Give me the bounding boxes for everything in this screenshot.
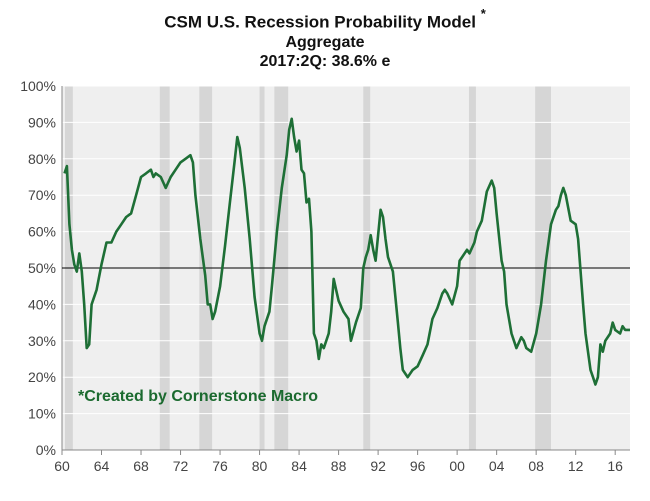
x-tick-label: 68 bbox=[133, 458, 149, 474]
x-tick-label: 96 bbox=[410, 458, 426, 474]
chart-headline: 2017:2Q: 38.6% e bbox=[259, 52, 391, 70]
chart-title: CSM U.S. Recession Probability Model * bbox=[164, 6, 486, 32]
x-tick-label: 92 bbox=[370, 458, 386, 474]
y-tick-label: 30% bbox=[28, 333, 56, 349]
chart-subtitle: Aggregate bbox=[285, 33, 365, 51]
x-tick-label: 60 bbox=[54, 458, 70, 474]
x-tick-label: 72 bbox=[173, 458, 189, 474]
y-tick-label: 50% bbox=[28, 260, 56, 276]
x-tick-label: 16 bbox=[607, 458, 623, 474]
series-line bbox=[63, 117, 630, 386]
y-tick-label: 10% bbox=[28, 406, 56, 422]
title-asterisk: * bbox=[480, 6, 486, 21]
x-tick-label: 12 bbox=[568, 458, 584, 474]
y-tick-label: 20% bbox=[28, 369, 56, 385]
x-tick-label: 80 bbox=[252, 458, 268, 474]
x-tick-label: 64 bbox=[94, 458, 110, 474]
x-tick-label: 00 bbox=[449, 458, 465, 474]
y-tick-label: 0% bbox=[36, 442, 56, 458]
x-tick-label: 76 bbox=[212, 458, 228, 474]
x-tick-label: 08 bbox=[528, 458, 544, 474]
y-tick-label: 70% bbox=[28, 187, 56, 203]
y-tick-label: 40% bbox=[28, 296, 56, 312]
x-tick-label: 04 bbox=[489, 458, 505, 474]
y-tick-label: 80% bbox=[28, 151, 56, 167]
y-tick-label: 100% bbox=[20, 78, 56, 94]
x-tick-label: 84 bbox=[291, 458, 307, 474]
y-tick-label: 90% bbox=[28, 114, 56, 130]
chart-title-block: CSM U.S. Recession Probability Model * A… bbox=[0, 6, 650, 71]
y-tick-label: 60% bbox=[28, 224, 56, 240]
x-tick-label: 88 bbox=[331, 458, 347, 474]
annotation-created-by: *Created by Cornerstone Macro bbox=[78, 388, 318, 405]
